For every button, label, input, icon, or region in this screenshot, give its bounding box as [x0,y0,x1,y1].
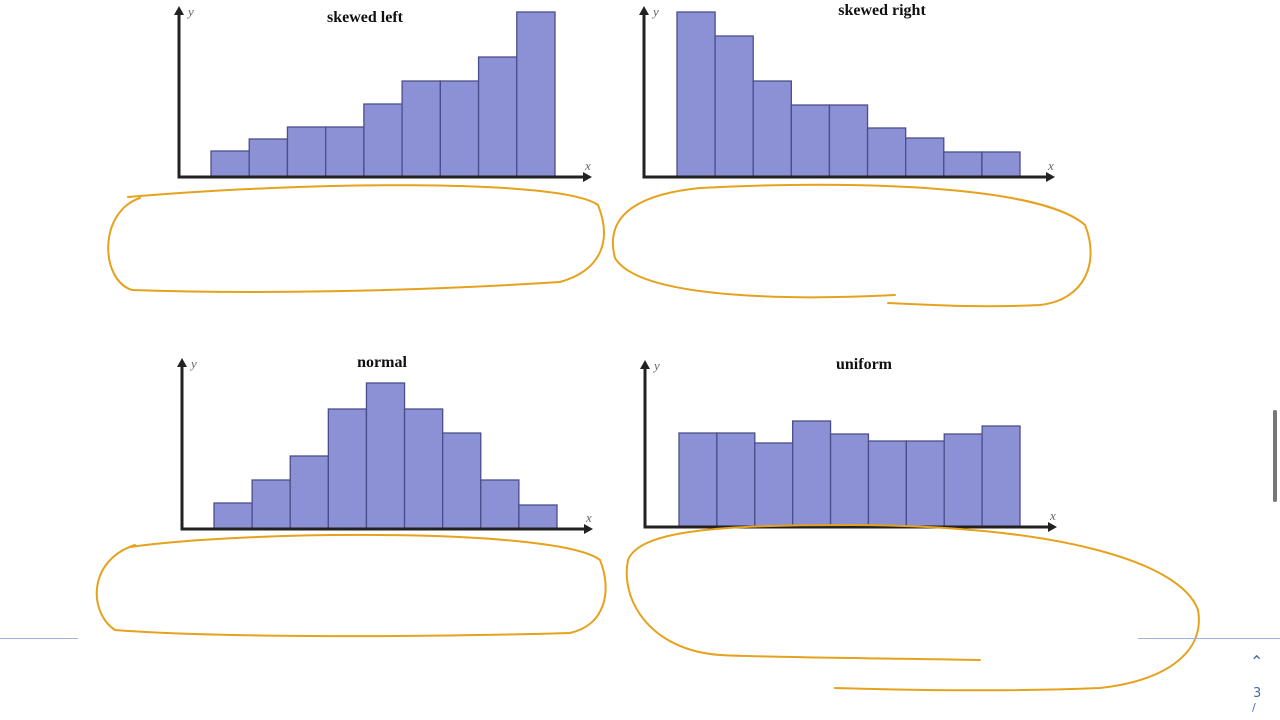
y-axis-label: y [651,4,659,19]
chevron-up-icon[interactable]: ⌃ [1250,652,1264,671]
histogram-normal: normal y x [177,354,593,534]
histogram-bar [943,151,983,178]
histogram-bar [251,479,291,530]
histogram-bar [477,56,518,178]
histogram-bar [905,137,945,178]
histogram-bar [365,382,406,530]
chart-title: skewed right [838,2,926,19]
histogram-bar [403,408,444,530]
page-divider [0,638,78,639]
histogram-bar [286,126,327,178]
histogram-bar [981,151,1021,178]
page-divider [1138,638,1280,639]
histogram-bar [289,455,329,530]
chart-title: normal [357,354,407,371]
histogram-uniform: uniform y x [640,356,1057,532]
axes [642,12,1049,179]
histogram-bar [714,35,754,178]
y-axis-arrow-icon [177,358,187,367]
y-axis-arrow-icon [174,6,184,15]
histogram-bar [678,432,718,528]
handwritten-answer-loop [625,523,1200,692]
y-axis-label: y [652,358,660,373]
histogram-bar [442,432,482,530]
histogram-bar [754,442,794,528]
histogram-bar [752,80,792,178]
x-axis-label: x [585,510,592,525]
histogram-bar [867,440,907,528]
histogram-bar [981,425,1021,528]
histogram-bar [480,479,520,530]
histogram-bar [325,126,365,178]
histogram-bar [905,440,945,528]
x-axis-arrow-icon [1048,522,1057,532]
histogram-bar [716,432,756,528]
histogram-bar [401,80,441,178]
x-axis-label: x [1049,508,1056,523]
histogram-skewed-right: skewed right y x [639,2,1055,182]
x-axis-arrow-icon [583,172,592,182]
x-axis-label: x [1047,158,1054,173]
chart-title: skewed left [327,9,404,26]
histogram-bar [829,433,870,528]
x-axis-label: x [584,158,591,173]
histogram-skewed-left: skewed left y x [174,4,592,182]
chart-title: uniform [836,356,893,373]
y-axis-label: y [186,4,194,19]
histogram-bar [248,138,289,178]
x-axis-arrow-icon [1046,172,1055,182]
y-axis-arrow-icon [640,360,650,369]
axes [177,12,586,179]
histogram-bar [676,11,716,178]
histogram-bar [866,127,907,178]
histogram-bar [210,150,250,178]
histogram-bar [828,104,869,178]
y-axis-label: y [189,356,197,371]
handwritten-answer-loop [107,184,605,293]
histogram-bar [363,103,403,178]
page-separator: / [1252,701,1256,714]
x-axis-arrow-icon [584,524,593,534]
handwritten-answer-loop [611,183,1092,308]
histogram-bar [516,11,556,178]
histogram-bar [439,80,480,178]
axes [180,364,587,531]
page-number: 3 [1253,686,1262,701]
y-axis-arrow-icon [639,6,649,15]
histogram-bar [327,408,368,530]
histogram-bar [790,104,831,178]
histogram-bar [213,502,253,530]
scrollbar-thumb[interactable] [1273,410,1277,502]
histogram-bar [943,433,983,528]
handwritten-answer-loop [95,533,607,638]
histogram-bar [518,504,558,530]
histogram-bar [792,420,832,528]
